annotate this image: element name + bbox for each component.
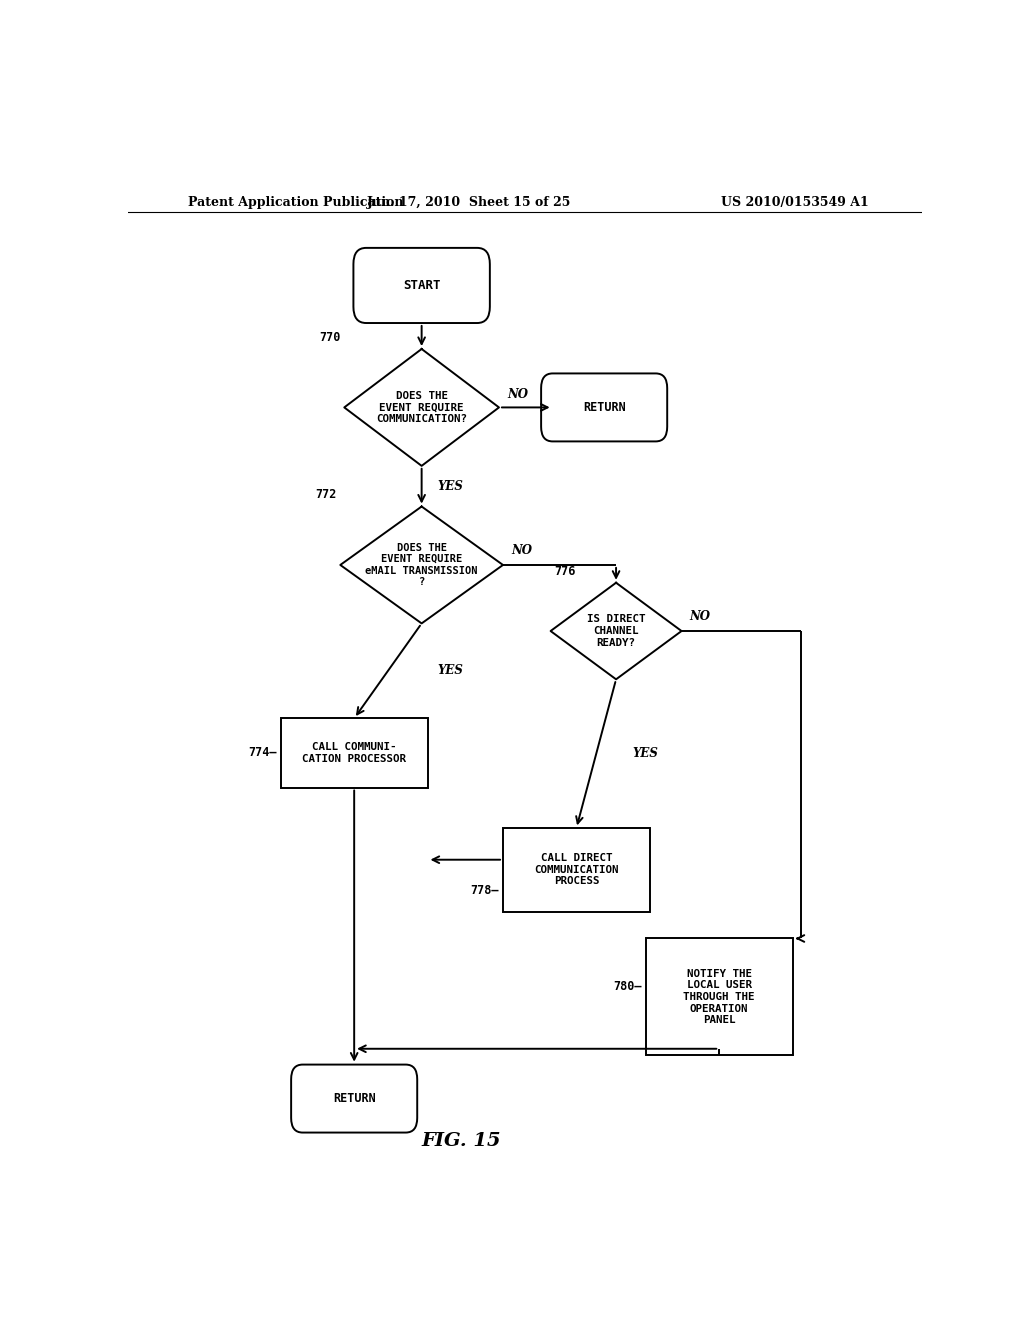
Text: 770: 770 [318,331,340,345]
Bar [503,828,650,912]
Text: CALL COMMUNI-
CATION PROCESSOR: CALL COMMUNI- CATION PROCESSOR [302,742,407,764]
Text: 772: 772 [315,488,336,502]
Text: RETURN: RETURN [583,401,626,414]
Text: START: START [402,279,440,292]
FancyBboxPatch shape [291,1065,417,1133]
Text: YES: YES [437,479,464,492]
Text: CALL DIRECT
COMMUNICATION
PROCESS: CALL DIRECT COMMUNICATION PROCESS [535,853,618,887]
Text: NO: NO [507,388,528,401]
Text: DOES THE
EVENT REQUIRE
COMMUNICATION?: DOES THE EVENT REQUIRE COMMUNICATION? [376,391,467,424]
Text: 778—: 778— [470,883,499,896]
Text: Patent Application Publication: Patent Application Publication [187,195,403,209]
Text: NO: NO [511,544,531,557]
Text: YES: YES [437,664,464,677]
Text: DOES THE
EVENT REQUIRE
eMAIL TRANSMISSION
?: DOES THE EVENT REQUIRE eMAIL TRANSMISSIO… [366,543,478,587]
Text: RETURN: RETURN [333,1092,376,1105]
FancyBboxPatch shape [353,248,489,323]
Text: 780—: 780— [613,981,642,993]
Text: FIG. 15: FIG. 15 [422,1133,501,1150]
Text: NO: NO [689,610,711,623]
Bar [281,718,428,788]
Text: NOTIFY THE
LOCAL USER
THROUGH THE
OPERATION
PANEL: NOTIFY THE LOCAL USER THROUGH THE OPERAT… [683,969,755,1026]
Bar [646,939,793,1056]
Text: IS DIRECT
CHANNEL
READY?: IS DIRECT CHANNEL READY? [587,614,645,648]
Text: 774—: 774— [248,747,276,759]
Text: 776: 776 [555,565,575,578]
Text: US 2010/0153549 A1: US 2010/0153549 A1 [721,195,868,209]
Text: Jun. 17, 2010  Sheet 15 of 25: Jun. 17, 2010 Sheet 15 of 25 [367,195,571,209]
FancyBboxPatch shape [541,374,668,441]
Text: YES: YES [632,747,657,760]
